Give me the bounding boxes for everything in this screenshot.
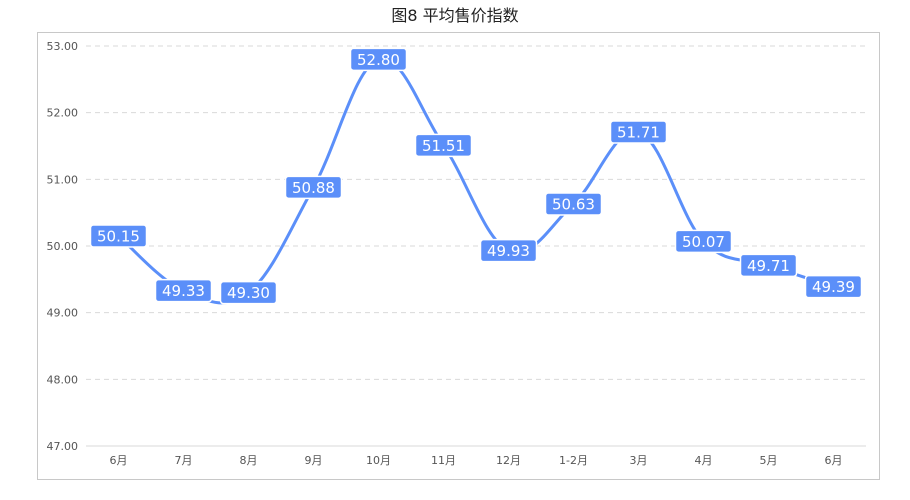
data-label: 50.15 [89,224,148,248]
data-label-text: 49.30 [227,284,270,302]
x-tick-label: 1-2月 [559,454,588,467]
y-tick-label: 50.00 [47,240,79,253]
data-label-box [609,120,668,144]
data-label-box [479,238,538,263]
x-tick-label: 12月 [496,454,521,467]
data-label: 51.51 [414,133,473,158]
series-line [117,57,835,305]
data-label-box [414,133,473,158]
data-label-text: 49.33 [162,282,205,300]
chart-frame [37,32,880,480]
data-label: 49.71 [739,253,798,278]
x-tick-label: 6月 [825,454,843,467]
data-label-text: 50.63 [552,196,595,214]
chart-title: 图8 平均售价指数 [391,6,519,25]
data-label-text: 52.80 [357,51,400,69]
data-label-box [674,229,733,254]
data-labels: 50.15 49.33 49.30 50.88 52.80 51.51 49.93 50.63… [89,47,863,305]
data-label-box [349,47,408,72]
data-label-text: 50.15 [97,228,140,246]
y-tick-label: 49.00 [47,307,79,320]
y-tick-label: 52.00 [47,107,79,120]
data-label-box [284,175,343,200]
x-tick-label: 7月 [175,454,193,467]
data-label: 49.30 [219,280,278,305]
data-label: 49.39 [804,274,863,299]
data-label-box [739,253,798,278]
data-label: 50.63 [544,192,603,216]
data-label: 50.88 [284,175,343,200]
gridlines [86,45,866,447]
data-label-box [544,192,603,216]
data-label-text: 49.93 [487,242,530,260]
x-tick-label: 8月 [240,454,258,467]
data-label-box [89,224,148,248]
x-tick-label: 9月 [305,454,323,467]
data-label-text: 51.51 [422,137,465,155]
x-tick-label: 4月 [695,454,713,467]
y-tick-label: 51.00 [47,173,79,186]
data-label: 52.80 [349,47,408,72]
y-tick-label: 53.00 [47,40,79,53]
y-axis: 47.00 48.00 49.00 50.00 51.00 52.00 53.00 [47,40,79,453]
data-label: 50.07 [674,229,733,254]
data-label-text: 49.71 [747,257,790,275]
x-axis: 6月 7月 8月 9月 10月 11月 12月 1-2月 3月 4月 5月 6月 [110,454,843,467]
x-tick-label: 6月 [110,454,128,467]
data-label-text: 49.39 [812,278,855,296]
data-label: 49.93 [479,238,538,263]
x-tick-label: 3月 [630,454,648,467]
y-tick-label: 47.00 [47,440,79,453]
data-label-box [219,280,278,305]
series-path [117,57,835,305]
x-tick-label: 10月 [366,454,391,467]
y-tick-label: 48.00 [47,373,79,386]
x-tick-label: 5月 [760,454,778,467]
data-label-text: 50.07 [682,233,725,251]
data-label-box [154,278,213,303]
data-label-text: 50.88 [292,179,335,197]
data-label: 49.33 [154,278,213,303]
data-label-box [804,274,863,299]
data-label-text: 51.71 [617,124,660,142]
x-tick-label: 11月 [431,454,456,467]
data-label: 51.71 [609,120,668,144]
